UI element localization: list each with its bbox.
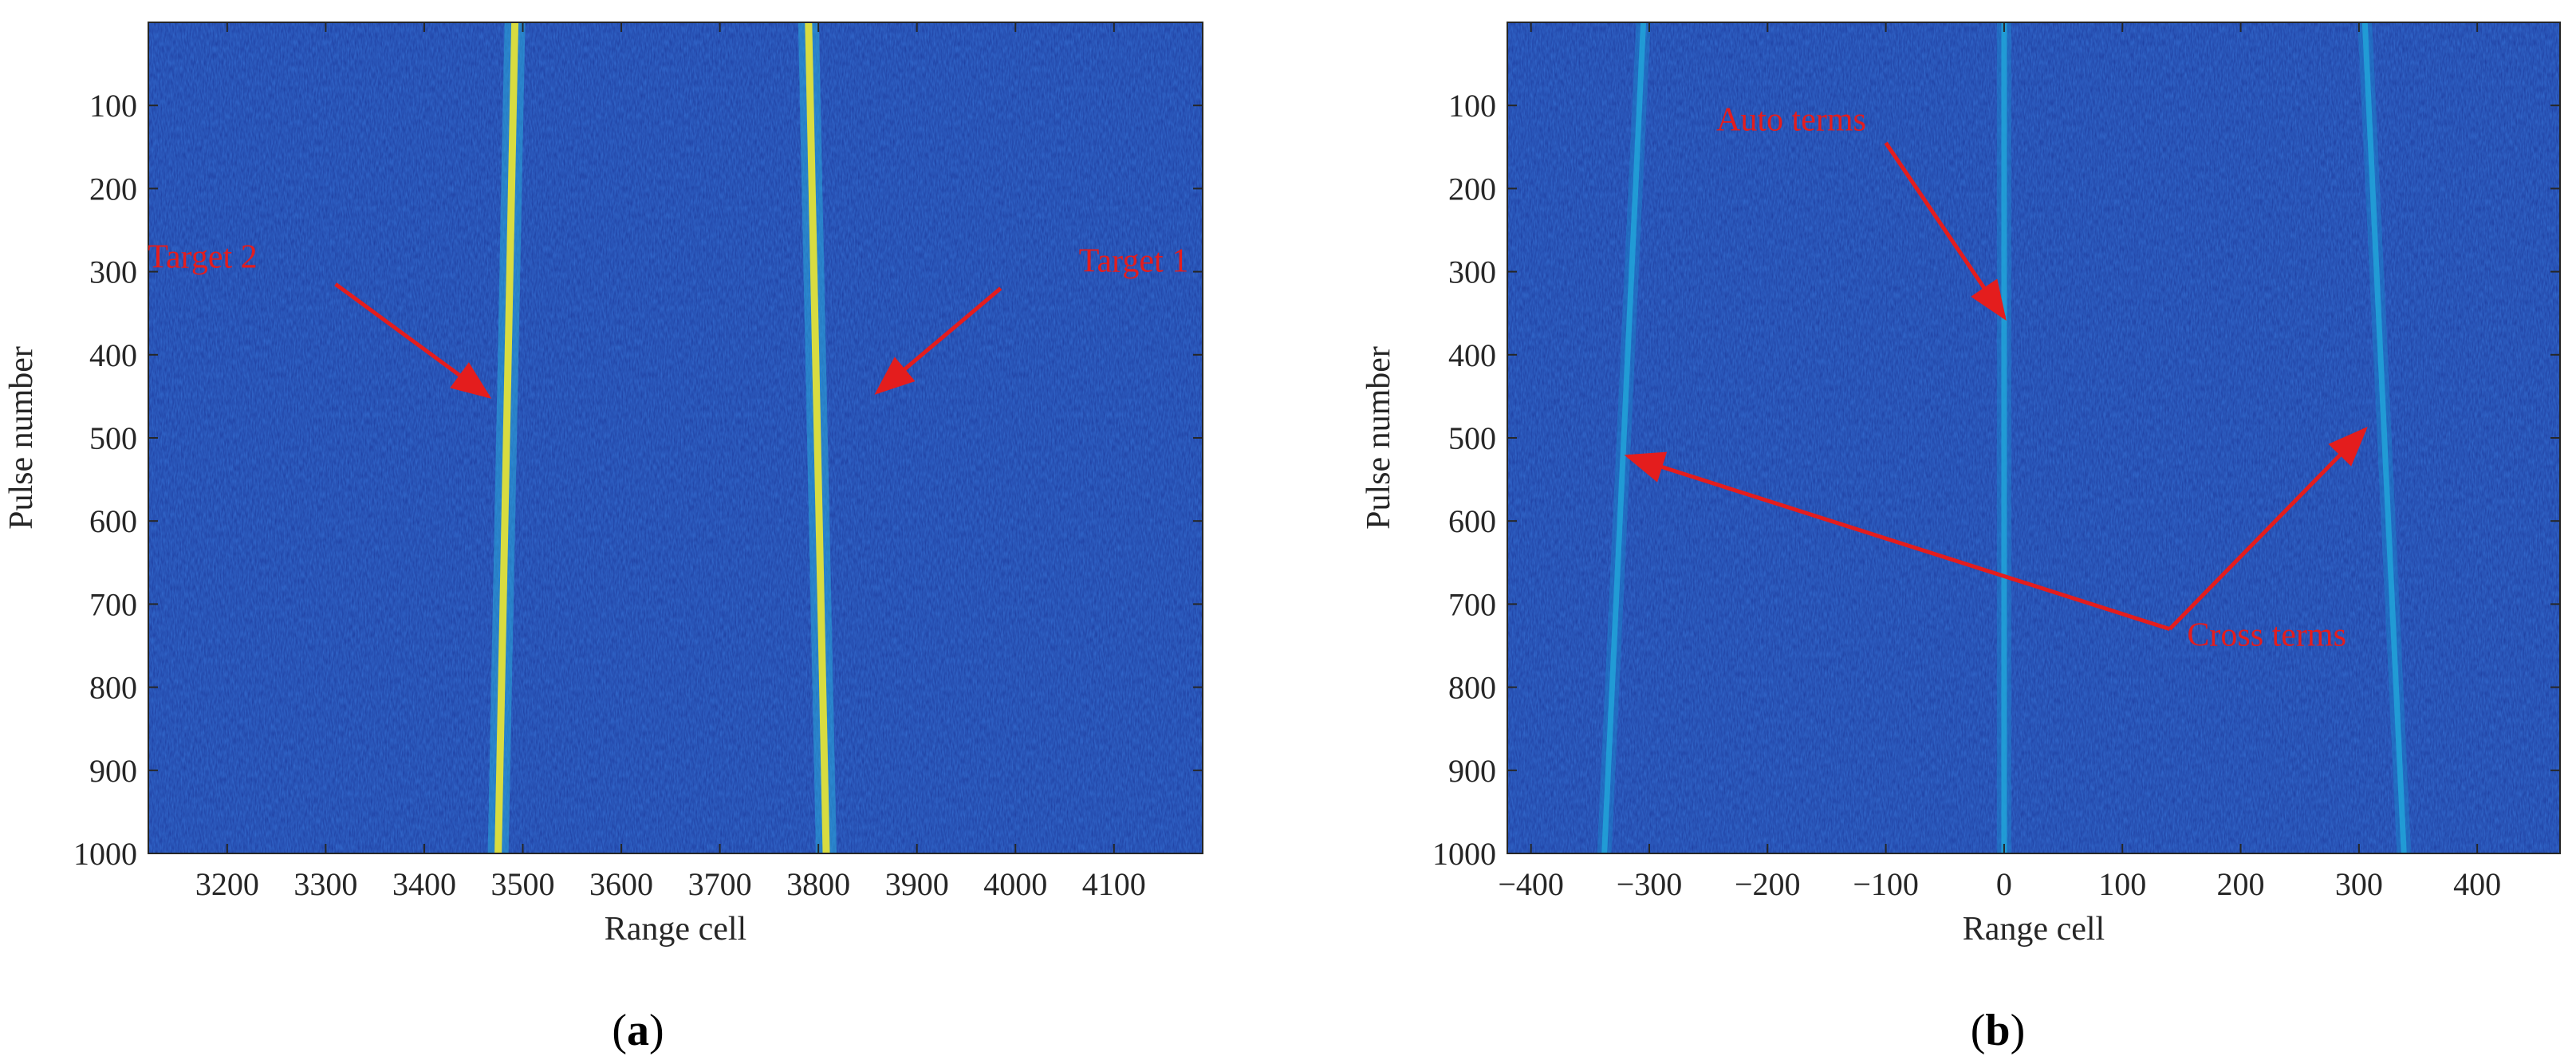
y-tick-label: 200 (89, 171, 137, 207)
caption-close: ) (2011, 1006, 2026, 1055)
caption-open: ( (612, 1006, 627, 1055)
caption-letter: a (627, 1006, 649, 1055)
x-tick-label: 3900 (885, 866, 949, 902)
y-axis-label: Pulse number (1361, 346, 1397, 530)
line-core-2 (805, 22, 830, 854)
annotation-arrow (1624, 451, 2171, 632)
y-tick-label: 700 (1448, 586, 1496, 622)
annotation-arrow (334, 282, 492, 399)
y-tick-label: 1000 (73, 836, 137, 872)
annotation-label: Target 2 (148, 238, 257, 275)
x-tick-label: 3300 (293, 866, 357, 902)
line-core-1 (494, 22, 519, 854)
y-tick-label: 300 (89, 254, 137, 290)
y-tick-label: 200 (1448, 171, 1496, 207)
captions: (a) (b) (612, 1006, 2025, 1055)
line-core-3 (2361, 22, 2407, 854)
x-tick-label: 200 (2217, 866, 2265, 902)
y-tick-label: 800 (89, 670, 137, 706)
caption-open: ( (1971, 1006, 1986, 1055)
y-axis-label: Pulse number (3, 346, 40, 530)
noise-texture (148, 22, 1203, 853)
y-tick-label: 500 (1448, 420, 1496, 456)
annotation-label: Cross terms (2187, 617, 2346, 654)
y-tick-label: 100 (1448, 88, 1496, 124)
panel-a: 3200 3300 3400 3500 3600 3700 3800 3900 4000 4100… (3, 22, 1203, 948)
y-tick-label: 600 (89, 503, 137, 539)
panel-b: −400 −300 −200 −100 0 100 200 300 400 100 200 300 40… (1361, 22, 2561, 948)
panel-caption: (b) (1971, 1006, 2025, 1055)
y-tick-label: 300 (1448, 254, 1496, 290)
x-tick-label: 3500 (490, 866, 554, 902)
x-tick-label: −400 (1498, 866, 1564, 902)
x-tick-label: −100 (1853, 866, 1919, 902)
y-tick-label: 1000 (1432, 836, 1496, 872)
y-tick-label: 700 (89, 586, 137, 622)
annotation-label: Target 1 (1079, 243, 1188, 280)
x-tick-label: −300 (1617, 866, 1683, 902)
caption-close: ) (649, 1006, 664, 1055)
y-tick-label: 400 (89, 337, 137, 373)
annotation-arrow (1884, 141, 2007, 321)
y-tick-label: 400 (1448, 337, 1496, 373)
annotation-arrow (2168, 427, 2368, 631)
annotation-label: Auto terms (1716, 101, 1866, 138)
y-tick-label: 900 (89, 753, 137, 789)
panel-caption: (a) (612, 1006, 664, 1055)
x-tick-label: 400 (2453, 866, 2501, 902)
line-core-1 (1601, 22, 1647, 854)
annotation-arrow (874, 286, 1002, 395)
x-tick-label: 0 (1996, 866, 2012, 902)
x-tick-label: 300 (2335, 866, 2383, 902)
x-tick-label: 4000 (983, 866, 1047, 902)
y-tick-label: 100 (89, 88, 137, 124)
y-tick-label: 800 (1448, 670, 1496, 706)
x-axis-label: Range cell (1963, 911, 2105, 948)
x-tick-label: 3200 (195, 866, 259, 902)
y-tick-label: 500 (89, 420, 137, 456)
x-tick-label: 4100 (1082, 866, 1146, 902)
x-tick-label: 3800 (786, 866, 850, 902)
x-tick-label: 3400 (392, 866, 456, 902)
x-tick-label: 100 (2098, 866, 2146, 902)
x-axis-label: Range cell (605, 911, 746, 948)
y-tick-label: 600 (1448, 503, 1496, 539)
x-tick-label: 3700 (688, 866, 752, 902)
caption-letter: b (1985, 1006, 2010, 1055)
x-tick-label: −200 (1735, 866, 1801, 902)
x-tick-label: 3600 (589, 866, 653, 902)
y-tick-label: 900 (1448, 753, 1496, 789)
